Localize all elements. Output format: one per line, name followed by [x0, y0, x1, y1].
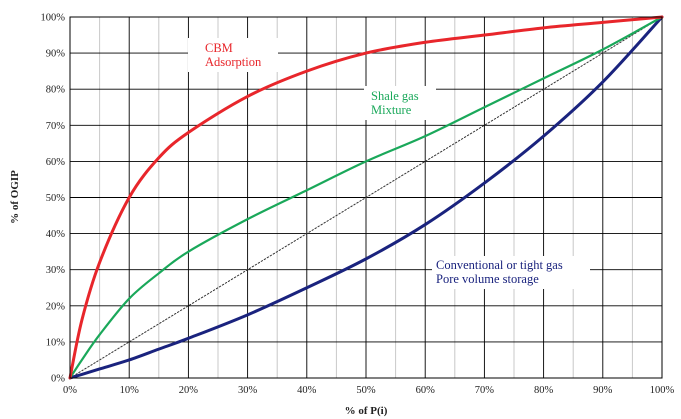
- x-axis-title: % of P(i): [345, 405, 388, 417]
- shale-series-line: [68, 15, 664, 380]
- y-tick-label: 40%: [46, 229, 66, 240]
- y-tick-label: 10%: [46, 337, 66, 348]
- conventional-series-line: [68, 15, 664, 380]
- y-tick-label: 100%: [41, 13, 66, 24]
- conventional-annotation: Conventional or tight gas Pore volume st…: [432, 256, 590, 289]
- conventional-annotation-bg: [432, 256, 590, 289]
- y-tick-label: 80%: [46, 85, 66, 96]
- cbm-series-line: [68, 15, 664, 380]
- x-tick-label: 70%: [475, 385, 495, 396]
- y-tick-label: 60%: [46, 157, 66, 168]
- shale-annotation-bg: [364, 86, 436, 120]
- x-tick-label: 10%: [120, 385, 140, 396]
- y-tick-labels: 0% 10% 20% 30% 40% 50% 60% 70% 80% 90% 100%: [41, 13, 66, 385]
- y-tick-label: 90%: [46, 49, 66, 60]
- x-tick-label: 80%: [534, 385, 554, 396]
- cbm-label-line1: CBM: [205, 41, 233, 55]
- plot-border: [69, 16, 663, 379]
- x-tick-label: 50%: [356, 385, 376, 396]
- y-tick-label: 30%: [46, 265, 66, 276]
- x-tick-label: 30%: [238, 385, 258, 396]
- shale-label-line2: Mixture: [371, 103, 412, 117]
- y-tick-label: 20%: [46, 301, 66, 312]
- shale-label-line1: Shale gas: [371, 89, 419, 103]
- x-tick-label: 90%: [593, 385, 613, 396]
- cbm-annotation: CBM Adsorption: [188, 38, 278, 72]
- y-axis-title: % of OGIP: [9, 170, 21, 224]
- x-tick-label: 0%: [63, 385, 77, 396]
- y-tick-label: 0%: [51, 374, 65, 385]
- conventional-label-line1: Conventional or tight gas: [436, 258, 563, 272]
- x-tick-label: 60%: [416, 385, 436, 396]
- series-lines: [68, 15, 664, 380]
- x-tick-label: 20%: [179, 385, 199, 396]
- x-tick-labels: 0% 10% 20% 30% 40% 50% 60% 70% 80% 90% 100%: [63, 385, 675, 396]
- conventional-label-line2: Pore volume storage: [436, 272, 539, 286]
- y-tick-label: 70%: [46, 121, 66, 132]
- cbm-annotation-bg: [188, 38, 278, 72]
- x-tick-label: 100%: [650, 385, 675, 396]
- cbm-label-line2: Adsorption: [205, 55, 262, 69]
- x-tick-label: 40%: [297, 385, 317, 396]
- shale-annotation: Shale gas Mixture: [364, 86, 436, 120]
- reference-diagonal-line: [69, 16, 663, 379]
- y-tick-label: 50%: [46, 193, 66, 204]
